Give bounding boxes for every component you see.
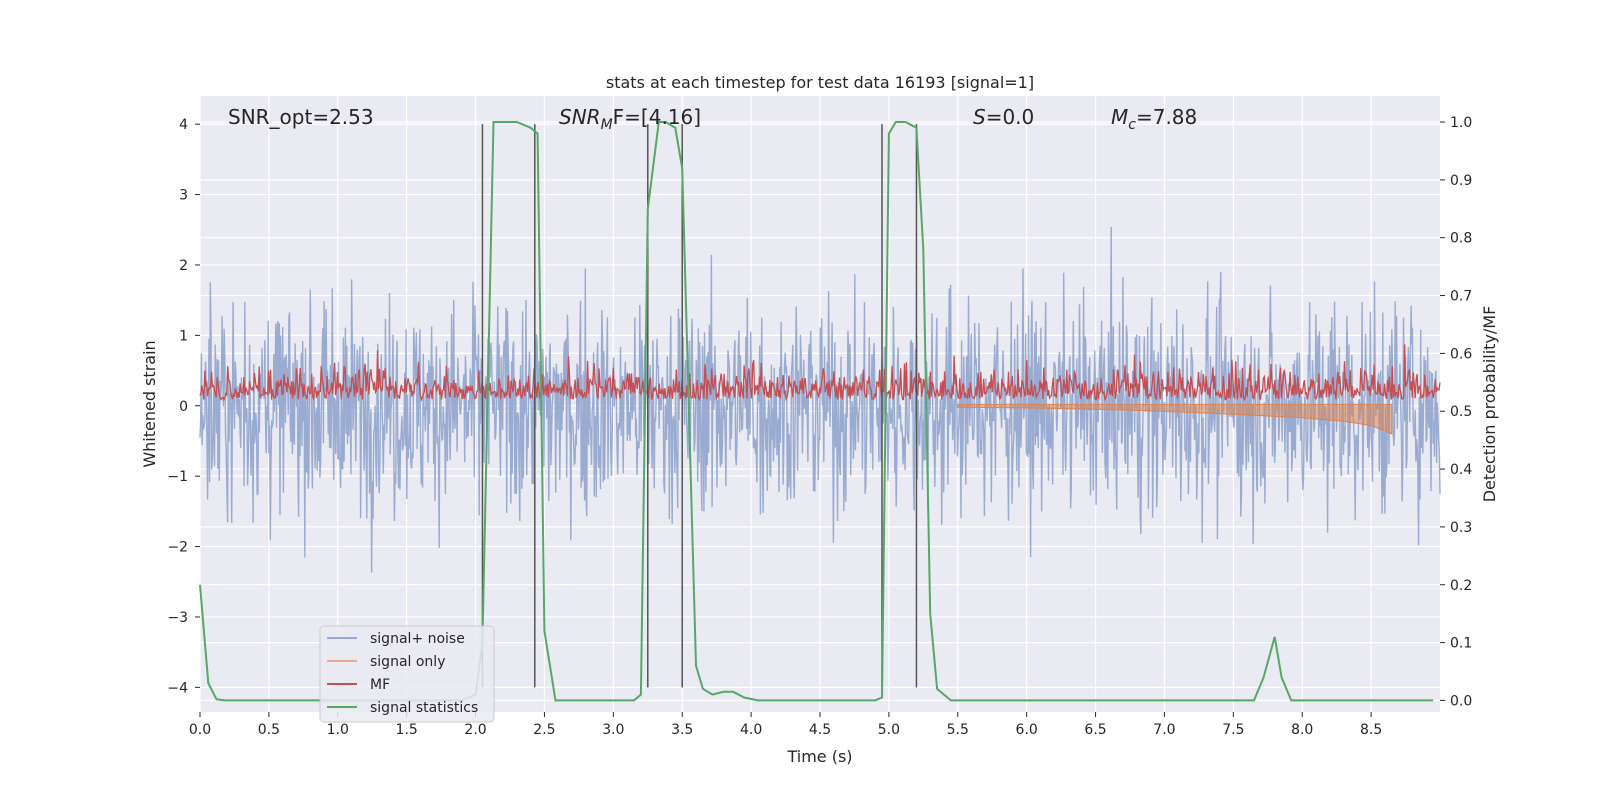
x-tick-label: 3.0: [602, 722, 624, 738]
x-tick-label: 5.0: [878, 722, 900, 738]
x-tick-label: 0.0: [189, 722, 211, 738]
ticks: 0.0 0.5 1.0 1.5 2.0 2.5 3.0 3.5 4.0 4.5 5.0 5.5 6.0 6…: [167, 115, 1472, 738]
signal-only-chirp: [957, 403, 1393, 435]
y-right-tick-label: 0.1: [1450, 636, 1472, 652]
x-tick-label: 4.5: [809, 722, 831, 738]
x-tick-label: 7.0: [1153, 722, 1175, 738]
legend-label-statistics: signal statistics: [370, 700, 478, 716]
y-left-tick-label: −3: [167, 610, 188, 626]
y-left-tick-label: 1: [179, 328, 188, 344]
signal-noise-line: [199, 226, 1441, 573]
mf-line: [199, 344, 1441, 402]
x-axis-label: Time (s): [786, 747, 852, 766]
signal-noise-series: [199, 226, 1441, 573]
y-right-tick-label: 0.6: [1450, 346, 1472, 362]
x-tick-label: 8.5: [1360, 722, 1382, 738]
chart-title: stats at each timestep for test data 161…: [606, 73, 1034, 92]
annotation-snr-mf-name: SNR: [559, 105, 601, 129]
legend-label-signal-only: signal only: [370, 654, 445, 670]
y-right-tick-label: 0.5: [1450, 404, 1472, 420]
y-right-tick-label: 1.0: [1450, 115, 1472, 131]
annotation-mc-sub: c: [1128, 117, 1136, 133]
y-right-tick-label: 0.4: [1450, 462, 1472, 478]
x-tick-label: 7.5: [1222, 722, 1244, 738]
annotation-snr-mf: SNRMF=[4.16]: [559, 105, 701, 133]
y-right-tick-label: 0.2: [1450, 578, 1472, 594]
y-right-tick-label: 0.7: [1450, 289, 1472, 305]
signal-statistics-series: [199, 121, 1434, 702]
x-tick-label: 0.5: [258, 722, 280, 738]
annotation-s: S=0.0: [973, 105, 1034, 129]
legend-label-mf: MF: [370, 677, 390, 693]
x-tick-label: 1.0: [327, 722, 349, 738]
y-left-tick-label: 4: [179, 117, 188, 133]
legend-label-noise: signal+ noise: [370, 631, 465, 647]
x-tick-label: 2.0: [464, 722, 486, 738]
y-right-tick-label: 0.3: [1450, 520, 1472, 536]
x-tick-label: 1.5: [396, 722, 418, 738]
y-right-tick-label: 0.9: [1450, 173, 1472, 189]
legend: signal+ noise signal only MF signal stat…: [319, 625, 495, 723]
annotation-s-name: S: [973, 105, 986, 129]
annotation-snr-mf-sub: M: [601, 117, 613, 133]
y-left-tick-label: −4: [167, 680, 188, 696]
annotation-mc: Mc=7.88: [1111, 105, 1197, 133]
y-left-tick-label: 3: [179, 188, 188, 204]
y-left-tick-label: −1: [167, 469, 188, 485]
annotation-snr-opt: SNR_opt=2.53: [228, 105, 374, 129]
y-axis-right-label: Detection probability/MF: [1480, 306, 1499, 503]
legend-box: [319, 625, 495, 723]
y-left-tick-label: −2: [167, 540, 188, 556]
y-axis-left-label: Whitened strain: [140, 340, 159, 467]
y-right-tick-label: 0.8: [1450, 231, 1472, 247]
annotation-mc-rest: =7.88: [1136, 105, 1197, 129]
y-left-tick-label: 2: [179, 258, 188, 274]
signal-statistics-line: [199, 121, 1434, 702]
y-right-tick-label: 0.0: [1450, 693, 1472, 709]
x-tick-label: 6.5: [1084, 722, 1106, 738]
x-tick-label: 2.5: [533, 722, 555, 738]
x-tick-label: 8.0: [1291, 722, 1313, 738]
x-tick-label: 4.0: [740, 722, 762, 738]
mf-series: [199, 344, 1441, 402]
y-left-tick-label: 0: [179, 399, 188, 415]
annotation-snr-mf-rest: F=[4.16]: [613, 105, 701, 129]
x-tick-label: 3.5: [671, 722, 693, 738]
annotation-mc-name: M: [1111, 105, 1128, 129]
x-tick-label: 6.0: [1016, 722, 1038, 738]
signal-only-series: [957, 403, 1393, 435]
x-tick-label: 5.5: [947, 722, 969, 738]
annotation-s-rest: =0.0: [986, 105, 1035, 129]
